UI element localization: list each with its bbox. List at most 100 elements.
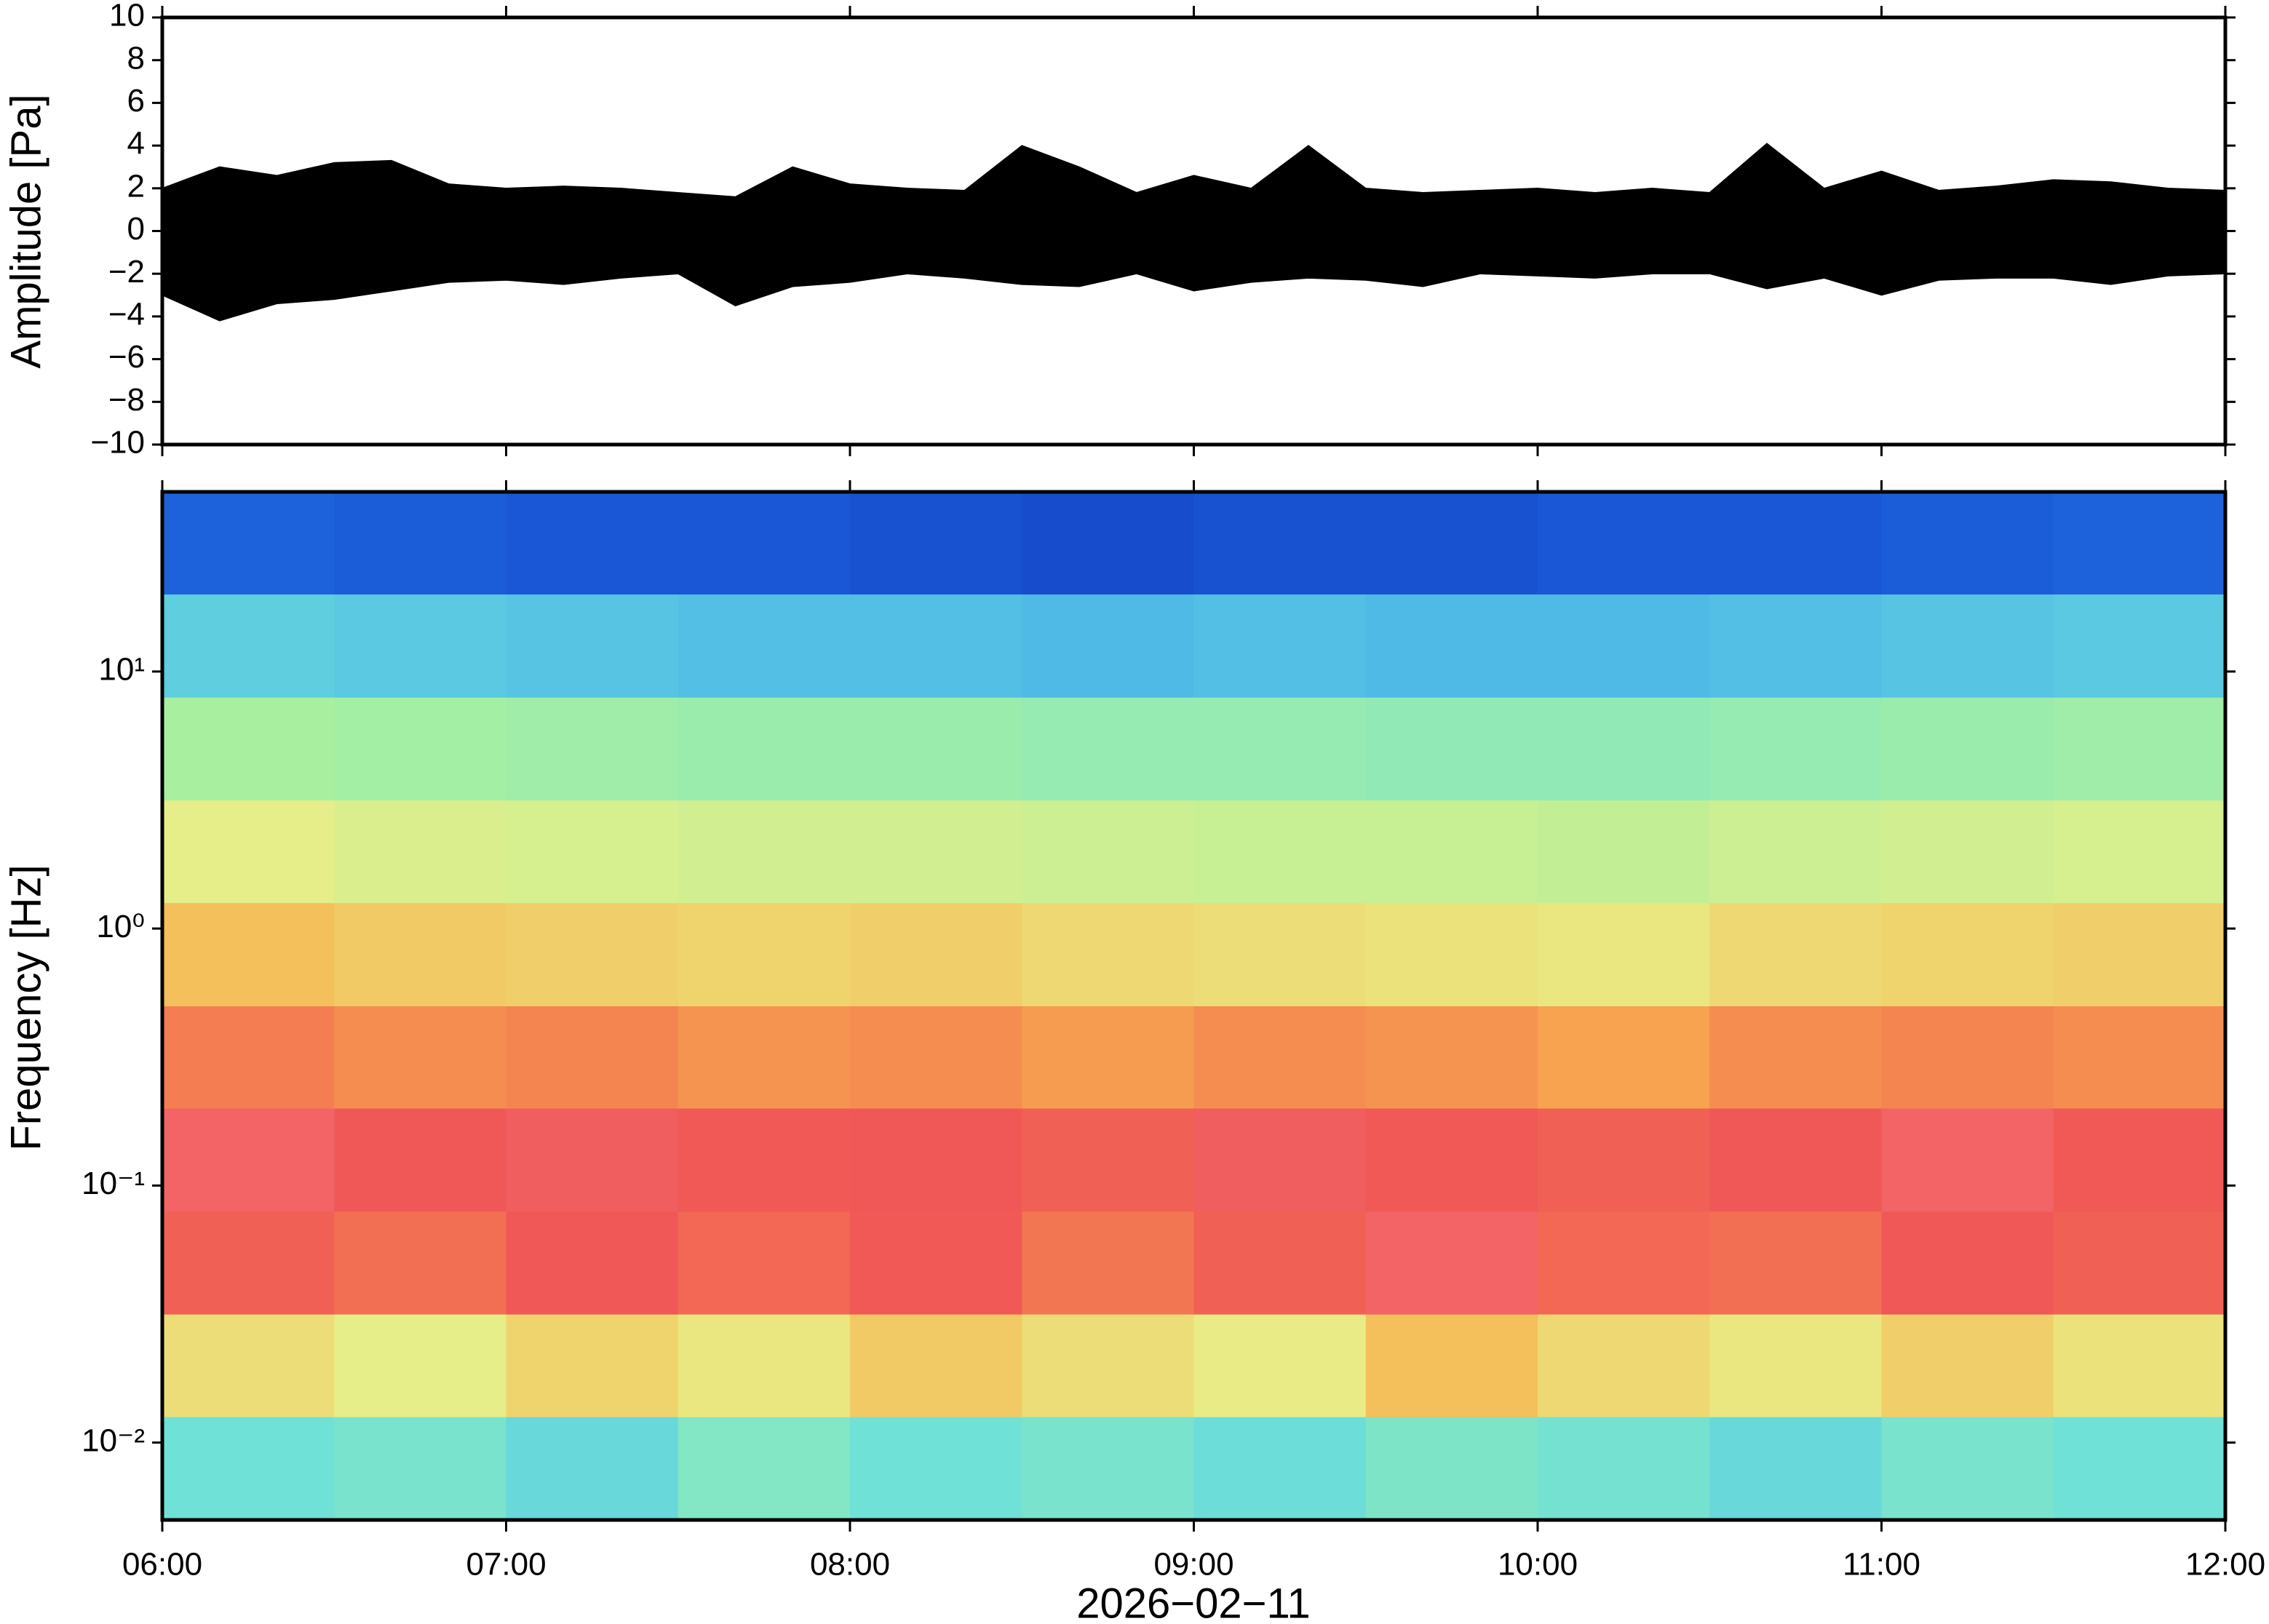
- spectrogram-cell: [1365, 902, 1538, 1006]
- spectrogram-cell: [1709, 1417, 1882, 1521]
- spectrogram-cell: [334, 1314, 506, 1417]
- spectrogram-cell: [2053, 1211, 2226, 1315]
- spectrogram-cell: [850, 1006, 1022, 1109]
- spectrogram-cell: [1022, 1314, 1194, 1417]
- spectrogram-cell: [1193, 697, 1367, 801]
- spectrogram-cell: [1709, 1211, 1882, 1315]
- spectrogram-cell: [1193, 1006, 1367, 1109]
- spectrogram-cell: [1365, 1108, 1538, 1212]
- spectrogram-cell: [1538, 1314, 1710, 1417]
- spectrogram-cell: [162, 800, 335, 904]
- spectrogram-cell: [1709, 1006, 1882, 1109]
- spectrogram-cell: [334, 697, 506, 801]
- spectrogram-cell: [1365, 594, 1538, 698]
- spectrogram-cell: [677, 697, 851, 801]
- spectrogram-cell: [1193, 1314, 1367, 1417]
- y-tick-label: 10¹: [98, 652, 145, 688]
- spectrogram-cell: [677, 902, 851, 1006]
- spectrogram-cell: [1881, 1006, 2054, 1109]
- spectrogram-cell: [162, 1314, 335, 1417]
- spectrogram-cell: [850, 1417, 1022, 1521]
- x-tick-label: 10:00: [1498, 1547, 1578, 1583]
- spectrogram-cell: [1193, 492, 1367, 595]
- spectrogram-cell: [334, 492, 506, 595]
- spectrogram-cell: [1193, 1417, 1367, 1521]
- spectrogram-cell: [506, 1006, 679, 1109]
- waveform-envelope: [162, 230, 2226, 322]
- spectrogram-cell: [1881, 902, 2054, 1006]
- spectrogram-cell: [506, 902, 679, 1006]
- y-tick-label: −4: [108, 297, 145, 333]
- y-tick-label: −6: [108, 339, 145, 375]
- spectrogram-cell: [1538, 594, 1710, 698]
- spectrogram-cell: [1709, 1108, 1882, 1212]
- spectrogram-cell: [1709, 492, 1882, 595]
- spectrogram-cell: [1538, 800, 1710, 904]
- waveform-envelope: [162, 143, 2226, 232]
- spectrogram-cell: [677, 492, 851, 595]
- spectrogram-cell: [506, 697, 679, 801]
- spectrogram-cell: [1538, 902, 1710, 1006]
- spectrogram-cell: [677, 800, 851, 904]
- x-axis-title: 2026−02−11: [1076, 1580, 1311, 1624]
- spectrogram-cell: [1365, 1417, 1538, 1521]
- spectrogram-cell: [334, 902, 506, 1006]
- spectrogram-cell: [2053, 1108, 2226, 1212]
- spectrogram-cell: [1365, 800, 1538, 904]
- x-tick-label: 12:00: [2185, 1547, 2265, 1583]
- spectrogram-cell: [850, 594, 1022, 698]
- spectrogram-cell: [162, 902, 335, 1006]
- spectrogram-cell: [1022, 902, 1194, 1006]
- spectrogram-cell: [334, 1006, 506, 1109]
- spectrogram-cell: [162, 1108, 335, 1212]
- spectrogram-cell: [1022, 1006, 1194, 1109]
- spectrogram-cell: [1365, 1211, 1538, 1315]
- x-tick-label: 08:00: [810, 1547, 890, 1583]
- spectrogram-cell: [334, 1417, 506, 1521]
- spectrogram-cell: [1881, 1108, 2054, 1212]
- spectrogram-cell: [506, 1314, 679, 1417]
- spectrogram-cell: [1022, 1108, 1194, 1212]
- spectrogram-cell: [162, 1006, 335, 1109]
- y-axis-title: Frequency [Hz]: [2, 864, 49, 1150]
- spectrogram-cell: [2053, 800, 2226, 904]
- y-tick-label: 10⁰: [96, 909, 145, 944]
- spectrogram-cell: [1193, 1211, 1367, 1315]
- y-tick-label: −2: [108, 254, 145, 290]
- spectrogram-cell: [1193, 902, 1367, 1006]
- spectrogram-cell: [1709, 902, 1882, 1006]
- spectrogram-cell: [334, 800, 506, 904]
- spectrogram-cell: [506, 800, 679, 904]
- spectrogram-cell: [1881, 697, 2054, 801]
- spectrogram-cell: [1022, 800, 1194, 904]
- spectrogram-cell: [677, 1417, 851, 1521]
- spectrogram-cell: [506, 1211, 679, 1315]
- y-tick-label: 0: [127, 211, 145, 247]
- spectrogram-cell: [1365, 1006, 1538, 1109]
- spectrogram-cell: [677, 594, 851, 698]
- spectrogram-cell: [850, 697, 1022, 801]
- y-tick-label: 4: [127, 126, 145, 162]
- spectrogram-cell: [2053, 594, 2226, 698]
- spectrogram-cell: [1881, 800, 2054, 904]
- y-tick-label: 10⁻¹: [82, 1166, 145, 1201]
- spectrogram-cell: [2053, 1314, 2226, 1417]
- spectrogram-cell: [162, 594, 335, 698]
- spectrogram-cell: [1881, 1314, 2054, 1417]
- spectrogram-cell: [850, 492, 1022, 595]
- spectrogram-cell: [850, 1314, 1022, 1417]
- x-tick-label: 09:00: [1153, 1547, 1233, 1583]
- spectrogram-cell: [162, 1211, 335, 1315]
- y-tick-label: 6: [127, 83, 145, 119]
- y-tick-label: 10: [109, 0, 145, 33]
- y-tick-label: 2: [127, 168, 145, 204]
- spectrogram-cell: [162, 1417, 335, 1521]
- spectrogram-cell: [1538, 1006, 1710, 1109]
- spectrogram-cell: [850, 1211, 1022, 1315]
- spectrogram-cell: [2053, 697, 2226, 801]
- spectrogram-cell: [1538, 1108, 1710, 1212]
- spectrogram-cell: [1022, 1211, 1194, 1315]
- spectrogram-cell: [162, 492, 335, 595]
- spectrogram-cell: [850, 800, 1022, 904]
- spectrogram-cell: [1709, 800, 1882, 904]
